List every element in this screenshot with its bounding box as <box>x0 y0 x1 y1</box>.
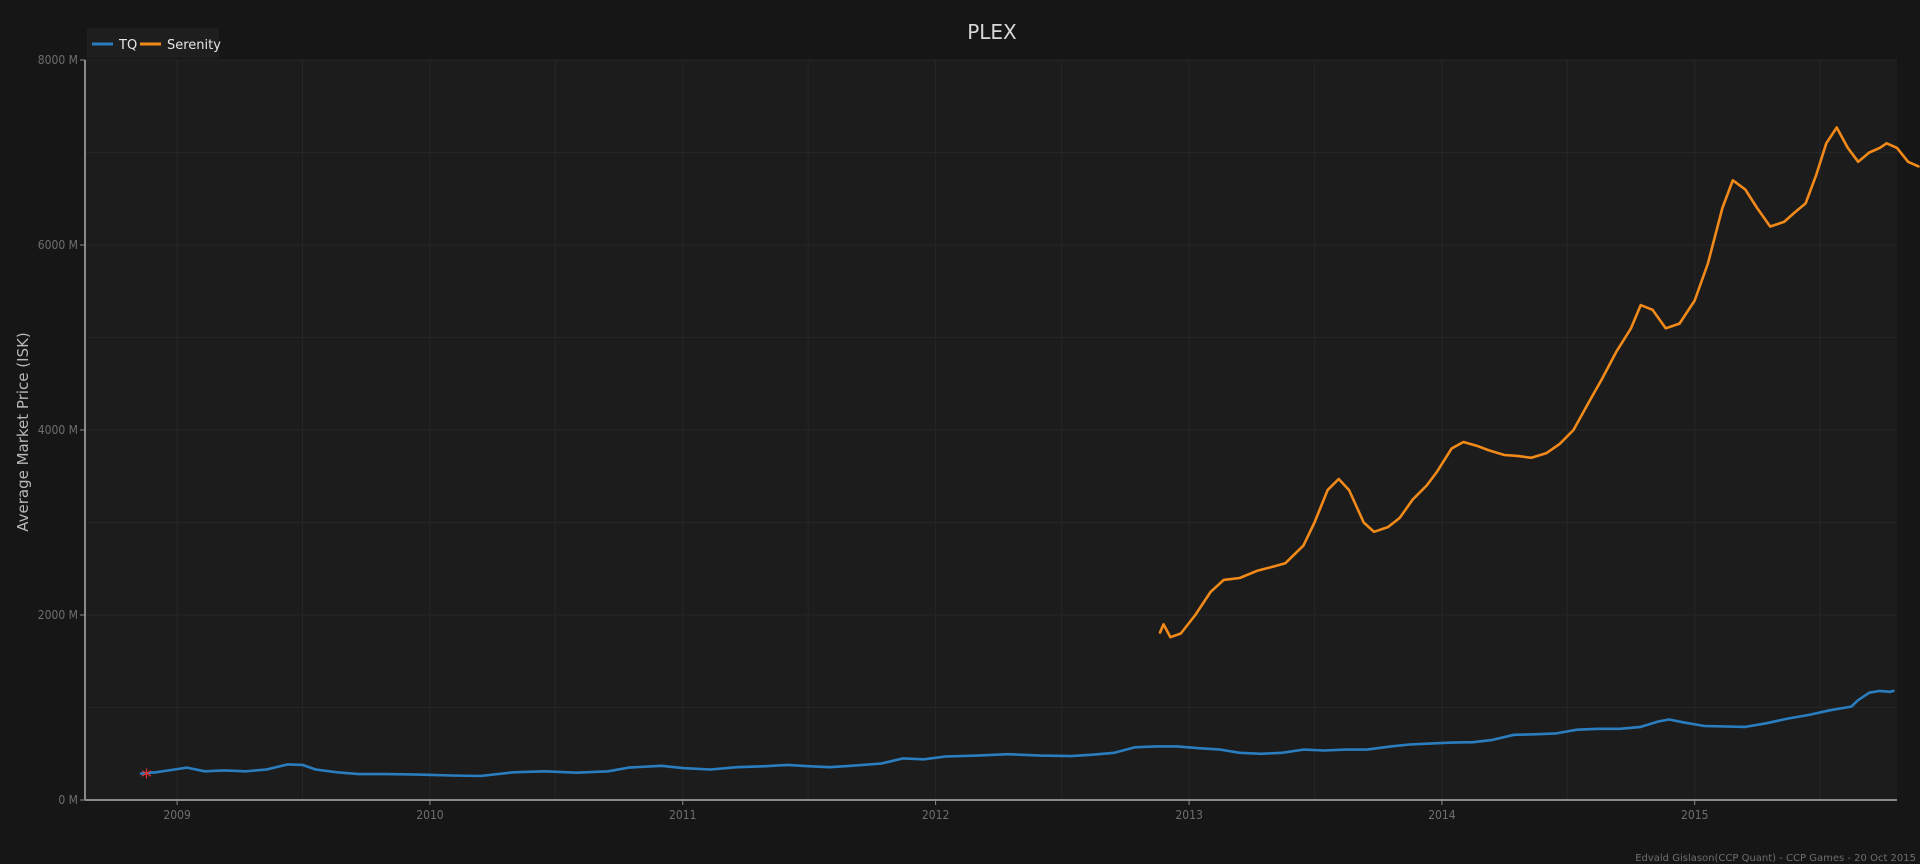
y-axis-ticks: 0 M 2000 M 4000 M 6000 M 8000 M <box>38 53 85 807</box>
x-tick-label: 2014 <box>1428 808 1456 822</box>
legend-label-tq: TQ <box>118 38 137 53</box>
y-tick-label: 0 M <box>58 793 78 807</box>
y-tick-label: 6000 M <box>38 238 78 252</box>
x-tick-label: 2009 <box>163 808 191 822</box>
grid-lines <box>85 59 1897 800</box>
y-tick-label: 2000 M <box>38 608 78 622</box>
legend: TQ Serenity <box>87 28 221 58</box>
y-axis-label: Average Market Price (ISK) <box>14 332 32 532</box>
y-tick-label: 4000 M <box>38 423 78 437</box>
series-line-tq <box>139 689 1895 778</box>
x-axis-ticks: 2009 2010 2011 2012 2013 2014 2015 <box>163 800 1708 822</box>
series-line-serenity <box>1158 126 1920 639</box>
x-tick-label: 2011 <box>669 808 696 822</box>
credit-text: Edvald Gislason(CCP Quant) - CCP Games -… <box>1635 853 1916 864</box>
start-marker: * <box>141 766 152 791</box>
x-tick-label: 2012 <box>922 808 949 822</box>
chart-title: PLEX <box>967 20 1017 44</box>
x-tick-label: 2015 <box>1681 808 1708 822</box>
x-tick-label: 2013 <box>1175 808 1202 822</box>
legend-label-serenity: Serenity <box>167 38 221 53</box>
series-lines <box>139 126 1920 778</box>
y-tick-label: 8000 M <box>38 53 78 67</box>
x-tick-label: 2010 <box>416 808 444 822</box>
